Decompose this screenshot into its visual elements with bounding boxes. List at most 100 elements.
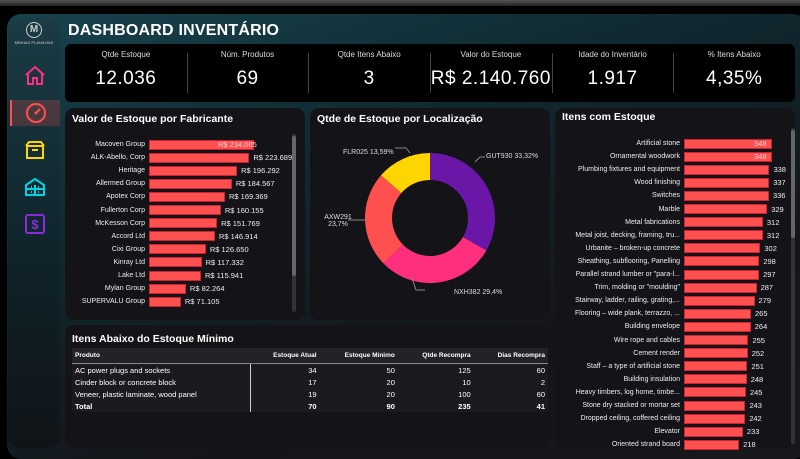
bar[interactable] <box>684 282 757 293</box>
bar[interactable] <box>684 321 751 332</box>
bar[interactable] <box>149 244 206 255</box>
bar[interactable] <box>684 138 772 149</box>
bar-row[interactable]: Plumbing fixtures and equipment 338 <box>578 164 786 175</box>
bar-row[interactable]: Stairway, ladder, railing, grating,... 27… <box>575 295 771 306</box>
bar[interactable] <box>684 204 768 214</box>
bar-value: 218 <box>743 440 756 450</box>
bar[interactable] <box>684 308 751 319</box>
bar[interactable] <box>149 165 238 176</box>
nav-box[interactable] <box>10 137 60 163</box>
bar-row[interactable]: Accord Ltd R$ 146.914 <box>112 231 258 242</box>
bar[interactable] <box>684 177 770 188</box>
table-row[interactable]: Cinder block or concrete block 17 20 10 2 <box>72 376 548 388</box>
bar[interactable] <box>684 426 743 437</box>
bar[interactable] <box>684 269 760 280</box>
column-header[interactable]: Qtde Recompra <box>397 348 474 364</box>
bar[interactable] <box>684 243 761 254</box>
bar[interactable] <box>149 218 218 229</box>
column-header[interactable]: Produto <box>72 348 251 364</box>
bar-row[interactable]: Elevator 233 <box>654 426 759 437</box>
bar[interactable] <box>684 295 755 306</box>
bar-row[interactable]: Oriented strand board 218 <box>612 439 756 450</box>
bar[interactable] <box>149 270 202 281</box>
bar-row[interactable]: Cement render 252 <box>633 348 764 359</box>
bar[interactable] <box>149 191 225 202</box>
bar[interactable] <box>149 283 186 294</box>
donut-slice-flr025[interactable] <box>381 153 430 194</box>
bar[interactable] <box>684 230 763 241</box>
bar[interactable] <box>684 374 747 385</box>
bar-row[interactable]: Mylan Group R$ 82.264 <box>105 283 225 294</box>
bar-row[interactable]: McKesson Corp R$ 151.769 <box>95 218 260 229</box>
bar[interactable] <box>684 413 746 424</box>
nav-warehouse[interactable] <box>10 174 60 200</box>
bar-row[interactable]: Cixi Group R$ 126.650 <box>112 244 249 255</box>
bar-row[interactable]: Sheathing, subflooring, Panelling 298 <box>578 256 776 267</box>
bar-row[interactable]: Fullerton Corp R$ 160.155 <box>101 205 264 216</box>
bar-row[interactable]: Apotex Corp R$ 169.369 <box>106 191 268 202</box>
bar[interactable] <box>149 178 232 189</box>
nav-dollar[interactable]: $ <box>10 211 60 237</box>
scrollbar-track[interactable] <box>791 128 795 444</box>
nav-gauge[interactable] <box>10 100 60 126</box>
bar-row[interactable]: Allermed Group R$ 184.567 <box>96 178 275 189</box>
column-header[interactable]: Estoque Atual <box>250 348 320 364</box>
bar-row[interactable]: Parallel strand lumber or "para-l... 297 <box>576 269 776 280</box>
bar[interactable] <box>684 151 772 162</box>
column-header[interactable]: Dias Recompra <box>473 348 548 364</box>
bar-label: Heritage <box>118 167 145 175</box>
bar[interactable] <box>149 231 215 242</box>
donut-slice-nxh382[interactable] <box>383 236 487 283</box>
scrollbar-thumb[interactable] <box>791 130 795 238</box>
bar-row[interactable]: Trim, molding or "moulding" 287 <box>594 282 773 293</box>
bar[interactable] <box>684 190 769 201</box>
bar[interactable] <box>684 348 748 359</box>
bar-value: R$ 160.155 <box>224 205 264 215</box>
bar[interactable] <box>149 139 254 150</box>
bar-row[interactable]: Heavy timbers, log home, timbe... 245 <box>576 387 762 398</box>
bar[interactable] <box>684 256 760 267</box>
bar-row[interactable]: Flooring – wide plank, terrazzo, ... 265 <box>575 308 768 319</box>
table-row[interactable]: Veneer, plastic laminate, wood panel 19 20… <box>72 388 548 400</box>
bar[interactable] <box>684 400 746 411</box>
bar-row[interactable]: Metal fabrications 312 <box>625 217 779 228</box>
nav-home[interactable] <box>10 63 60 89</box>
bar[interactable] <box>149 257 202 268</box>
bar-row[interactable]: Kinray Ltd R$ 117.332 <box>113 257 244 268</box>
bar[interactable] <box>149 296 181 307</box>
bar[interactable] <box>149 205 221 215</box>
bar-row[interactable]: Urbanite – broken-up concrete 302 <box>585 243 777 254</box>
bar[interactable] <box>684 387 746 398</box>
bar-row[interactable]: Artificial stone 348 <box>636 138 772 149</box>
bar-value: 336 <box>772 191 786 201</box>
column-header[interactable]: Estoque Mínimo <box>319 348 398 364</box>
bar-row[interactable]: Switches 336 <box>652 190 785 201</box>
bar-row[interactable]: Wood finishing 337 <box>634 177 786 188</box>
bar-row[interactable]: SUPERVALU Group R$ 71.105 <box>82 296 220 307</box>
bar-row[interactable]: ALK-Abello, Corp R$ 223.689 <box>91 152 292 163</box>
bar-row[interactable]: Marble 329 <box>659 204 784 215</box>
bar-row[interactable]: Stone dry stacked or mortar set 243 <box>582 400 762 411</box>
bar-value: 302 <box>764 243 777 253</box>
bar-row[interactable]: Lake Ltd R$ 115.941 <box>118 270 243 281</box>
donut-slice-axw291[interactable] <box>365 175 403 264</box>
bar[interactable] <box>684 164 770 175</box>
table-row[interactable]: AC power plugs and sockets 34 50 125 60 <box>72 363 548 376</box>
scrollbar-thumb[interactable] <box>292 136 296 276</box>
bar-row[interactable]: Building envelope 264 <box>625 321 767 332</box>
bar[interactable] <box>149 152 250 163</box>
bar[interactable] <box>684 361 748 372</box>
bar-row[interactable]: Dropped ceiling, coffered ceiling 242 <box>581 413 762 424</box>
bar-row[interactable]: Macoven Group R$ 234.005 <box>95 139 257 150</box>
bar-row[interactable]: Building insulation 248 <box>624 374 763 385</box>
bar-row[interactable]: Metal joist, decking, framing, tru... 312 <box>575 230 779 241</box>
donut-slice-gut930[interactable] <box>430 153 495 251</box>
bar[interactable] <box>684 335 749 345</box>
bar-row[interactable]: Ornamental woodwork 348 <box>610 151 772 162</box>
bar-row[interactable]: Wire rope and cables 255 <box>614 335 765 346</box>
bar-row[interactable]: Heritage R$ 196.292 <box>119 165 280 176</box>
bar[interactable] <box>684 217 763 228</box>
bar-row[interactable]: Staff – a type of artificial stone 251 <box>586 361 764 372</box>
donut-data-label: FLR025 13,59% <box>343 149 394 156</box>
bar[interactable] <box>684 439 740 450</box>
